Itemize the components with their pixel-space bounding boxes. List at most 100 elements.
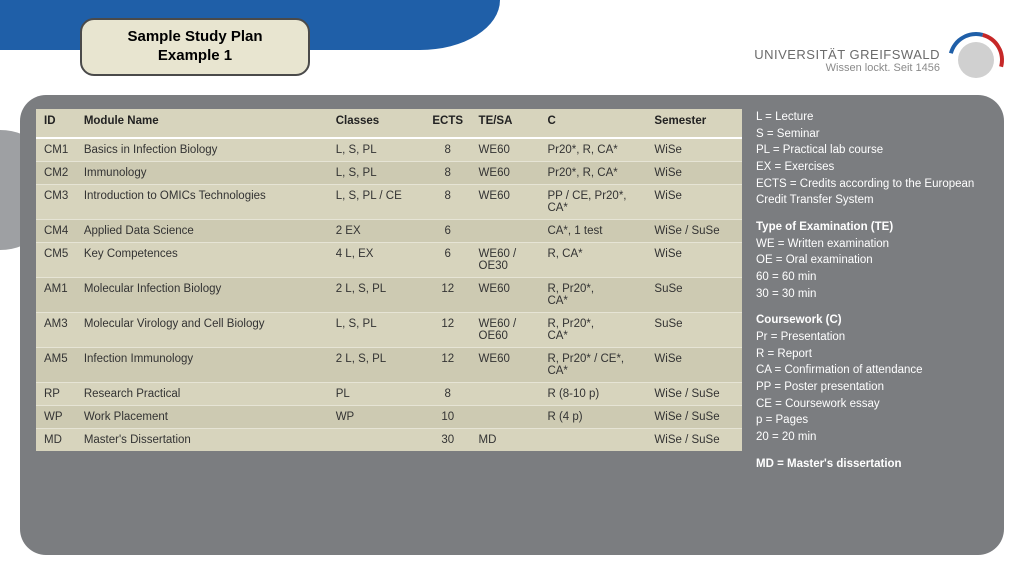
university-motto: Wissen lockt. Seit 1456: [754, 62, 940, 74]
legend-panel: L = LectureS = SeminarPL = Practical lab…: [756, 109, 988, 541]
table-cell: RP: [36, 383, 78, 406]
table-cell: 8: [423, 138, 473, 162]
col-ects: ECTS: [423, 109, 473, 138]
table-cell: Molecular Infection Biology: [78, 278, 330, 313]
table-cell: WE60: [473, 185, 542, 220]
table-cell: WE60 / OE30: [473, 243, 542, 278]
table-cell: 12: [423, 348, 473, 383]
table-cell: Pr20*, R, CA*: [541, 138, 648, 162]
col-semester: Semester: [648, 109, 742, 138]
table-row: CM5Key Competences4 L, EX6WE60 / OE30R, …: [36, 243, 742, 278]
table-cell: Basics in Infection Biology: [78, 138, 330, 162]
table-row: CM4Applied Data Science2 EX6CA*, 1 testW…: [36, 220, 742, 243]
legend-line: PP = Poster presentation: [756, 379, 988, 396]
table-cell: 6: [423, 220, 473, 243]
table-cell: WiSe / SuSe: [648, 383, 742, 406]
table-cell: CM5: [36, 243, 78, 278]
page-title: Sample Study Plan Example 1: [80, 18, 310, 76]
table-cell: 4 L, EX: [330, 243, 423, 278]
study-plan-table-wrap: ID Module Name Classes ECTS TE/SA C Seme…: [36, 109, 742, 541]
table-cell: R, Pr20*, CA*: [541, 278, 648, 313]
title-line-2: Example 1: [92, 47, 298, 66]
table-cell: L, S, PL / CE: [330, 185, 423, 220]
legend-line: p = Pages: [756, 412, 988, 429]
legend-line: OE = Oral examination: [756, 252, 988, 269]
table-cell: WE60: [473, 278, 542, 313]
university-name: UNIVERSITÄT GREIFSWALD: [754, 47, 940, 62]
legend-md: MD = Master's dissertation: [756, 456, 988, 473]
table-cell: 2 L, S, PL: [330, 348, 423, 383]
table-cell: Applied Data Science: [78, 220, 330, 243]
table-cell: Molecular Virology and Cell Biology: [78, 313, 330, 348]
table-cell: WiSe / SuSe: [648, 429, 742, 452]
table-cell: WiSe: [648, 162, 742, 185]
table-cell: AM5: [36, 348, 78, 383]
table-row: CM3Introduction to OMICs TechnologiesL, …: [36, 185, 742, 220]
legend-line: 60 = 60 min: [756, 269, 988, 286]
legend-line: R = Report: [756, 346, 988, 363]
legend-line: CE = Coursework essay: [756, 396, 988, 413]
col-classes: Classes: [330, 109, 423, 138]
legend-line: 30 = 30 min: [756, 286, 988, 303]
table-cell: [473, 383, 542, 406]
legend-line: Pr = Presentation: [756, 329, 988, 346]
legend-line: L = Lecture: [756, 109, 988, 126]
table-row: WPWork PlacementWP10R (4 p)WiSe / SuSe: [36, 406, 742, 429]
table-cell: R (8-10 p): [541, 383, 648, 406]
table-cell: MD: [473, 429, 542, 452]
table-cell: R, Pr20*, CA*: [541, 313, 648, 348]
table-cell: [541, 429, 648, 452]
table-row: AM3Molecular Virology and Cell BiologyL,…: [36, 313, 742, 348]
legend-line: PL = Practical lab course: [756, 142, 988, 159]
table-cell: 12: [423, 313, 473, 348]
table-cell: L, S, PL: [330, 313, 423, 348]
table-cell: WE60 / OE60: [473, 313, 542, 348]
table-cell: L, S, PL: [330, 138, 423, 162]
legend-line: EX = Exercises: [756, 159, 988, 176]
university-text: UNIVERSITÄT GREIFSWALD Wissen lockt. Sei…: [754, 47, 940, 74]
table-cell: 2 EX: [330, 220, 423, 243]
table-row: MDMaster's Dissertation30MDWiSe / SuSe: [36, 429, 742, 452]
table-cell: R, CA*: [541, 243, 648, 278]
university-logo-icon: [948, 32, 1004, 88]
table-cell: SuSe: [648, 313, 742, 348]
table-cell: PL: [330, 383, 423, 406]
table-cell: 2 L, S, PL: [330, 278, 423, 313]
table-cell: CM1: [36, 138, 78, 162]
table-cell: WE60: [473, 138, 542, 162]
table-cell: 6: [423, 243, 473, 278]
table-row: CM1Basics in Infection BiologyL, S, PL8W…: [36, 138, 742, 162]
table-cell: Research Practical: [78, 383, 330, 406]
table-cell: WiSe / SuSe: [648, 406, 742, 429]
table-cell: Pr20*, R, CA*: [541, 162, 648, 185]
study-plan-table: ID Module Name Classes ECTS TE/SA C Seme…: [36, 109, 742, 451]
table-row: AM1Molecular Infection Biology2 L, S, PL…: [36, 278, 742, 313]
table-cell: Infection Immunology: [78, 348, 330, 383]
main-card: ID Module Name Classes ECTS TE/SA C Seme…: [20, 95, 1004, 555]
table-cell: SuSe: [648, 278, 742, 313]
table-cell: WP: [36, 406, 78, 429]
table-cell: WiSe: [648, 185, 742, 220]
col-id: ID: [36, 109, 78, 138]
table-cell: 8: [423, 162, 473, 185]
table-header-row: ID Module Name Classes ECTS TE/SA C Seme…: [36, 109, 742, 138]
col-c: C: [541, 109, 648, 138]
table-cell: WE60: [473, 348, 542, 383]
legend-c-header: Coursework (C): [756, 312, 988, 329]
legend-te-header: Type of Examination (TE): [756, 219, 988, 236]
table-cell: Work Placement: [78, 406, 330, 429]
table-cell: R (4 p): [541, 406, 648, 429]
table-cell: [473, 406, 542, 429]
table-cell: L, S, PL: [330, 162, 423, 185]
table-cell: CA*, 1 test: [541, 220, 648, 243]
legend-abbrev: L = LectureS = SeminarPL = Practical lab…: [756, 109, 988, 209]
legend-line: WE = Written examination: [756, 236, 988, 253]
col-tesa: TE/SA: [473, 109, 542, 138]
table-cell: AM1: [36, 278, 78, 313]
table-cell: CM2: [36, 162, 78, 185]
legend-te-section: Type of Examination (TE) WE = Written ex…: [756, 219, 988, 302]
legend-line: S = Seminar: [756, 126, 988, 143]
legend-c-list: Pr = PresentationR = ReportCA = Confirma…: [756, 329, 988, 446]
legend-te-list: WE = Written examinationOE = Oral examin…: [756, 236, 988, 303]
table-cell: [330, 429, 423, 452]
